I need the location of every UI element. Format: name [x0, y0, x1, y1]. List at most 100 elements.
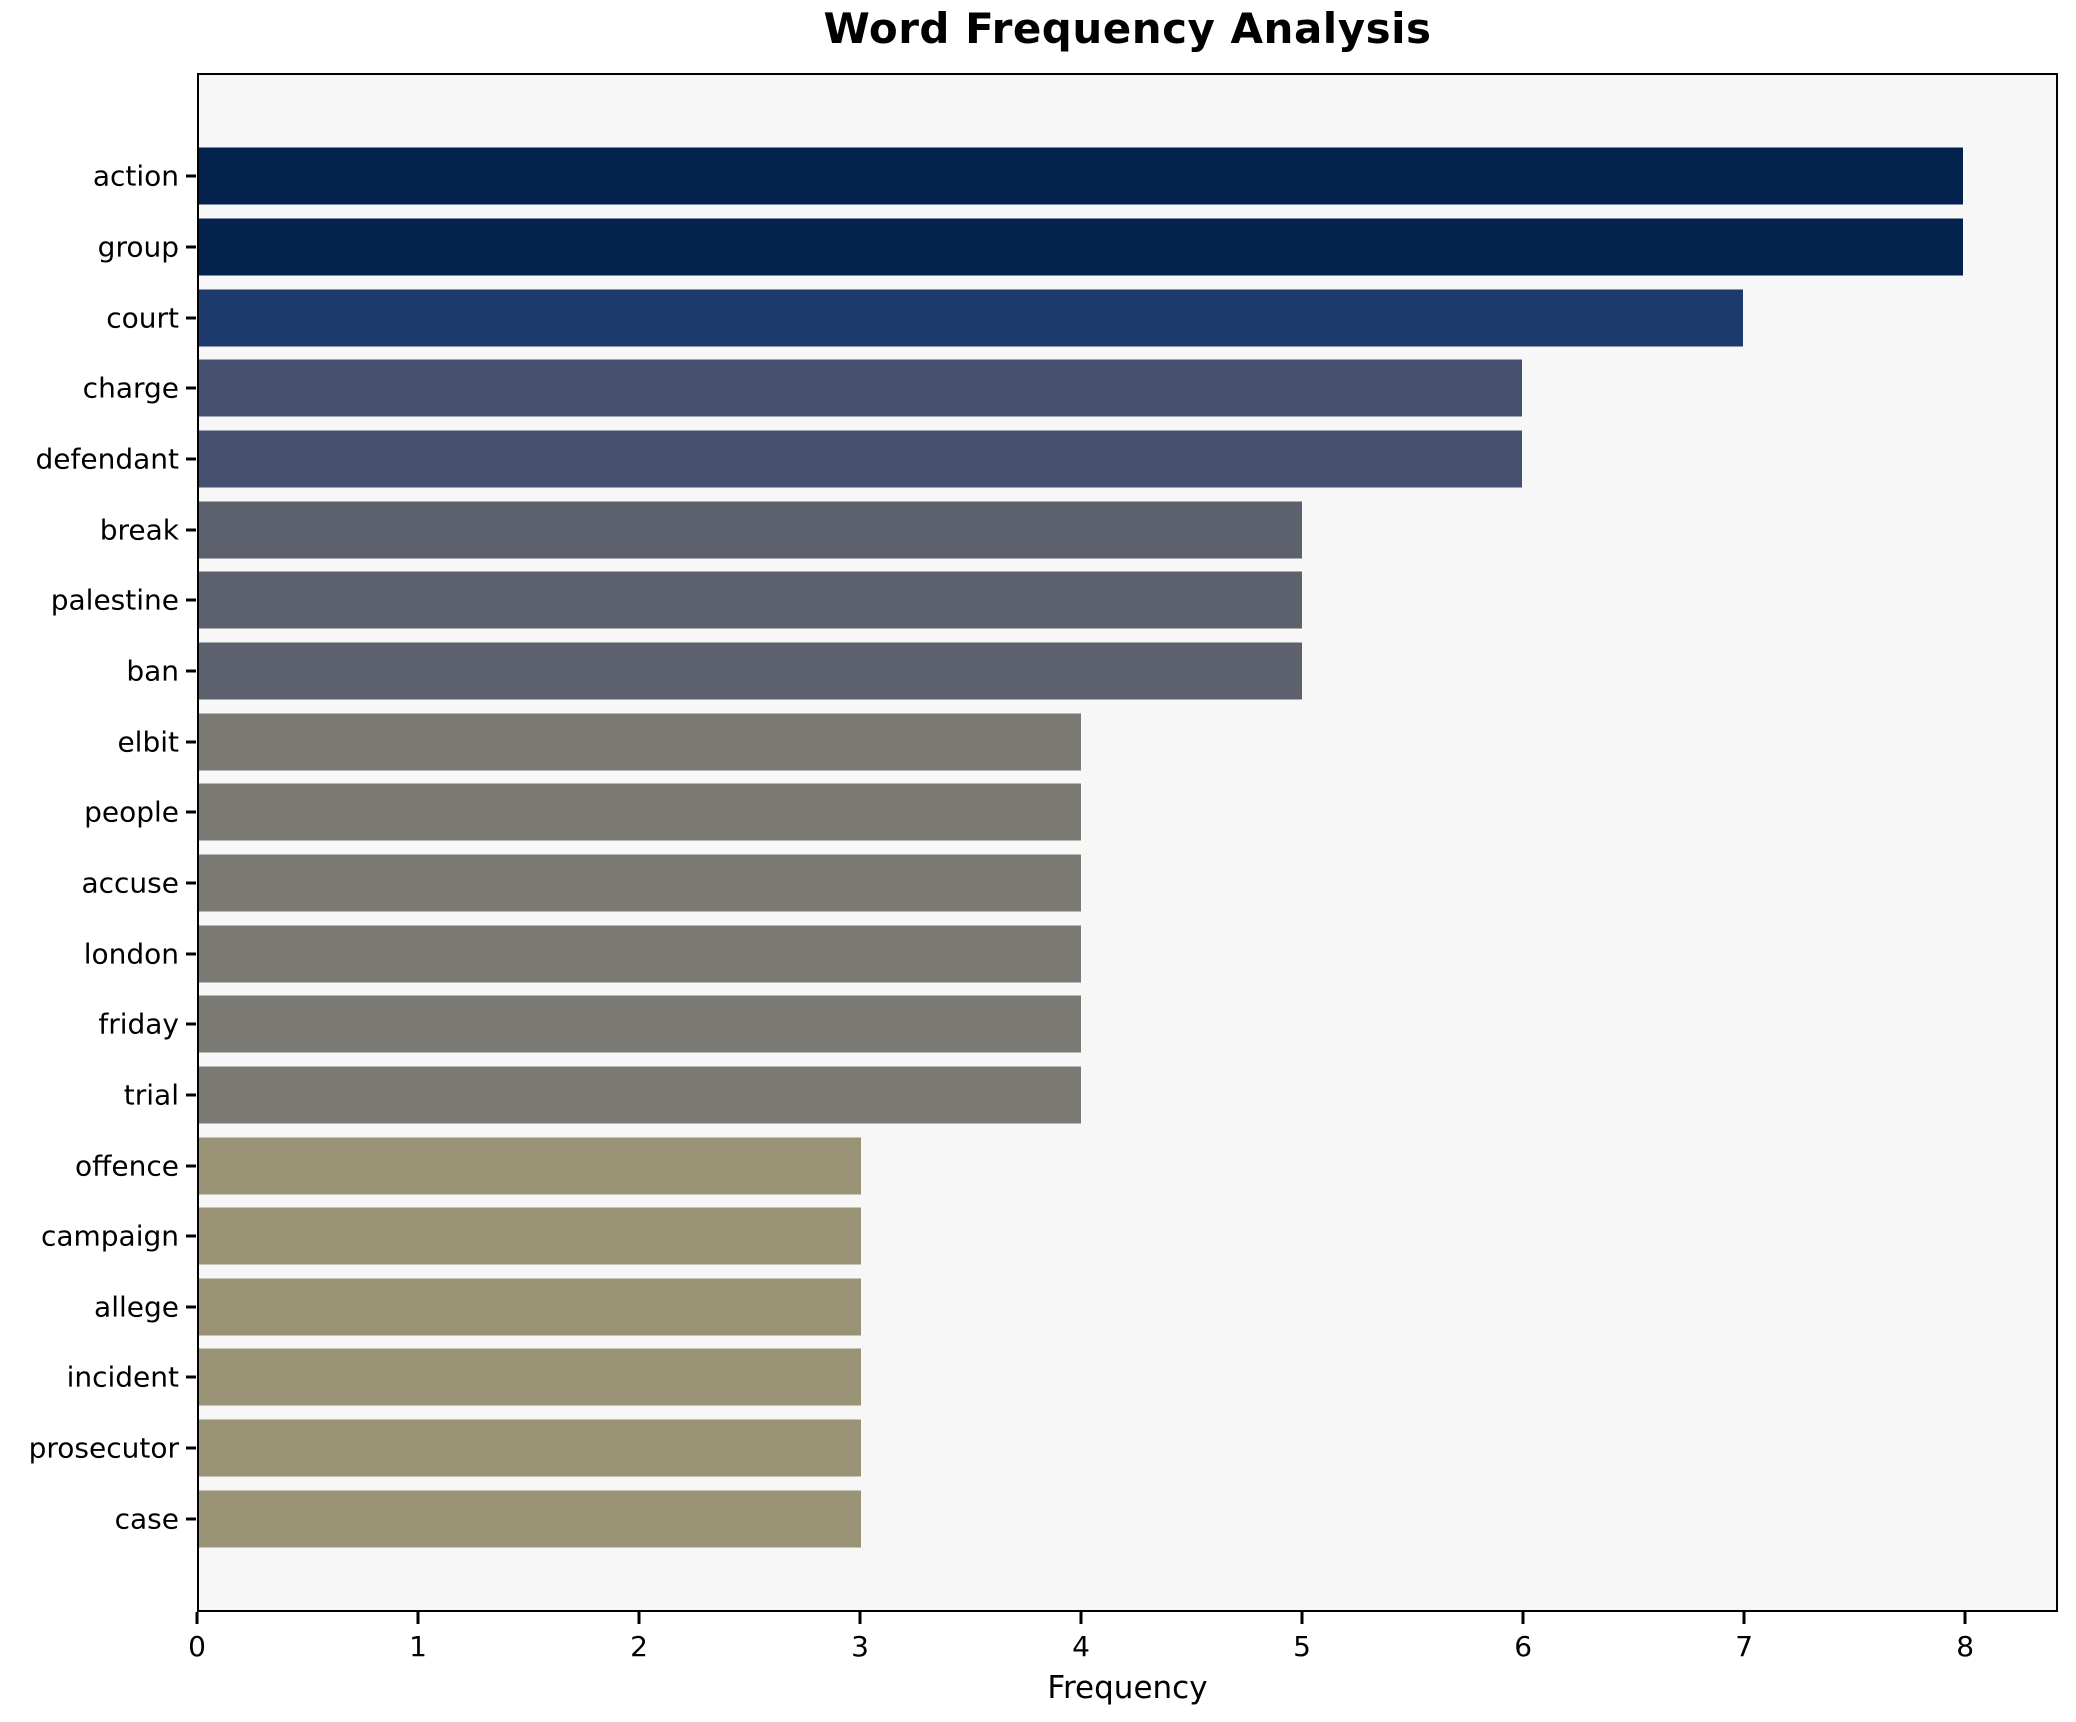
bar-row: people: [84, 777, 2056, 848]
bar-break: [199, 501, 1302, 559]
y-tick-mark: [186, 1446, 196, 1450]
y-tick-label: allege: [94, 1290, 179, 1324]
x-tick-label: 5: [1293, 1630, 1312, 1663]
bar-incident: [199, 1348, 861, 1406]
y-tick-mark: [186, 1164, 196, 1168]
y-tick-mark: [186, 881, 196, 885]
y-tick-mark: [186, 316, 196, 320]
x-tick-mark: [416, 1612, 420, 1624]
bar-row: campaign: [41, 1201, 2056, 1272]
bar-row: friday: [98, 989, 2056, 1060]
x-tick-label: 8: [1956, 1630, 1975, 1663]
y-tick-label: action: [92, 159, 179, 193]
bar-london: [199, 925, 1082, 983]
x-tick-mark: [1742, 1612, 1746, 1624]
bar-row: action: [93, 141, 2056, 212]
bar-row: offence: [75, 1130, 2056, 1201]
bar-row: break: [100, 494, 2056, 565]
y-tick-mark: [186, 669, 196, 673]
y-tick-label: prosecutor: [28, 1431, 179, 1465]
y-tick-mark: [186, 952, 196, 956]
x-tick-label: 6: [1514, 1630, 1533, 1663]
x-tick-label: 0: [188, 1630, 206, 1663]
bar-people: [199, 783, 1082, 841]
x-tick-label: 4: [1072, 1630, 1090, 1663]
y-tick-mark: [186, 1022, 196, 1026]
bar-row: ban: [126, 636, 2056, 707]
y-tick-label: court: [106, 301, 179, 335]
bar-action: [199, 147, 1964, 205]
bar-row: london: [84, 918, 2056, 989]
bar-row: palestine: [51, 565, 2056, 636]
x-tick-label: 2: [630, 1630, 648, 1663]
bar-row: prosecutor: [29, 1413, 2056, 1484]
bar-allege: [199, 1278, 861, 1336]
y-tick-mark: [186, 740, 196, 744]
y-tick-label: trial: [123, 1078, 179, 1112]
bar-row: allege: [94, 1272, 2056, 1343]
y-tick-label: elbit: [117, 725, 179, 759]
bar-court: [199, 289, 1743, 347]
x-tick-label: 7: [1735, 1630, 1754, 1663]
y-tick-mark: [186, 245, 196, 249]
y-tick-mark: [186, 386, 196, 390]
x-tick-mark: [1300, 1612, 1304, 1624]
y-tick-label: incident: [66, 1360, 179, 1394]
y-tick-mark: [186, 1093, 196, 1097]
y-tick-label: offence: [74, 1149, 179, 1183]
y-tick-mark: [186, 810, 196, 814]
bar-friday: [199, 995, 1082, 1053]
bar-prosecutor: [199, 1419, 861, 1477]
y-tick-label: group: [97, 230, 179, 264]
bar-defendant: [199, 430, 1523, 488]
x-tick-mark: [858, 1612, 862, 1624]
bar-palestine: [199, 571, 1302, 629]
bar-accuse: [199, 854, 1082, 912]
x-axis: 0 1 2 3 4 5 6 7 8: [188, 1612, 2058, 1682]
y-tick-mark: [186, 598, 196, 602]
bar-row: charge: [83, 353, 2056, 424]
bar-group: [199, 218, 1964, 276]
y-tick-mark: [186, 1517, 196, 1521]
bar-row: defendant: [36, 424, 2056, 495]
y-tick-label: break: [99, 513, 179, 547]
y-tick-mark: [186, 1375, 196, 1379]
bar-campaign: [199, 1207, 861, 1265]
y-tick-mark: [186, 174, 196, 178]
x-tick-mark: [1963, 1612, 1967, 1624]
x-tick-mark: [1079, 1612, 1083, 1624]
bar-row: court: [106, 282, 2056, 353]
y-tick-label: charge: [82, 371, 179, 405]
x-tick-mark: [637, 1612, 641, 1624]
bar-row: elbit: [117, 706, 2056, 777]
bar-case: [199, 1490, 861, 1548]
y-tick-mark: [186, 1305, 196, 1309]
x-tick-label: 3: [851, 1630, 869, 1663]
bars-container: action group court charge defendant break pale…: [29, 75, 2056, 1610]
y-tick-label: london: [83, 937, 179, 971]
chart-title: Word Frequency Analysis: [823, 4, 1432, 53]
x-tick-mark: [195, 1612, 199, 1624]
y-tick-label: case: [114, 1502, 179, 1536]
bar-row: trial: [124, 1060, 2056, 1131]
bar-elbit: [199, 713, 1082, 771]
bar-row: incident: [67, 1342, 2056, 1413]
bar-row: group: [98, 212, 2056, 283]
bar-charge: [199, 359, 1523, 417]
bar-trial: [199, 1066, 1082, 1124]
x-tick-label: 1: [409, 1630, 427, 1663]
y-tick-label: friday: [98, 1007, 179, 1041]
x-tick-mark: [1521, 1612, 1525, 1624]
y-tick-label: ban: [126, 654, 179, 688]
y-tick-label: accuse: [81, 866, 179, 900]
y-tick-label: people: [84, 795, 179, 829]
bar-row: accuse: [81, 848, 2056, 919]
y-tick-mark: [186, 1234, 196, 1238]
x-axis-label: Frequency: [1047, 1670, 1208, 1706]
y-tick-label: defendant: [35, 442, 180, 476]
y-tick-mark: [186, 457, 196, 461]
y-tick-label: palestine: [50, 583, 179, 617]
y-tick-label: campaign: [40, 1219, 179, 1253]
bar-row: case: [115, 1483, 2056, 1554]
